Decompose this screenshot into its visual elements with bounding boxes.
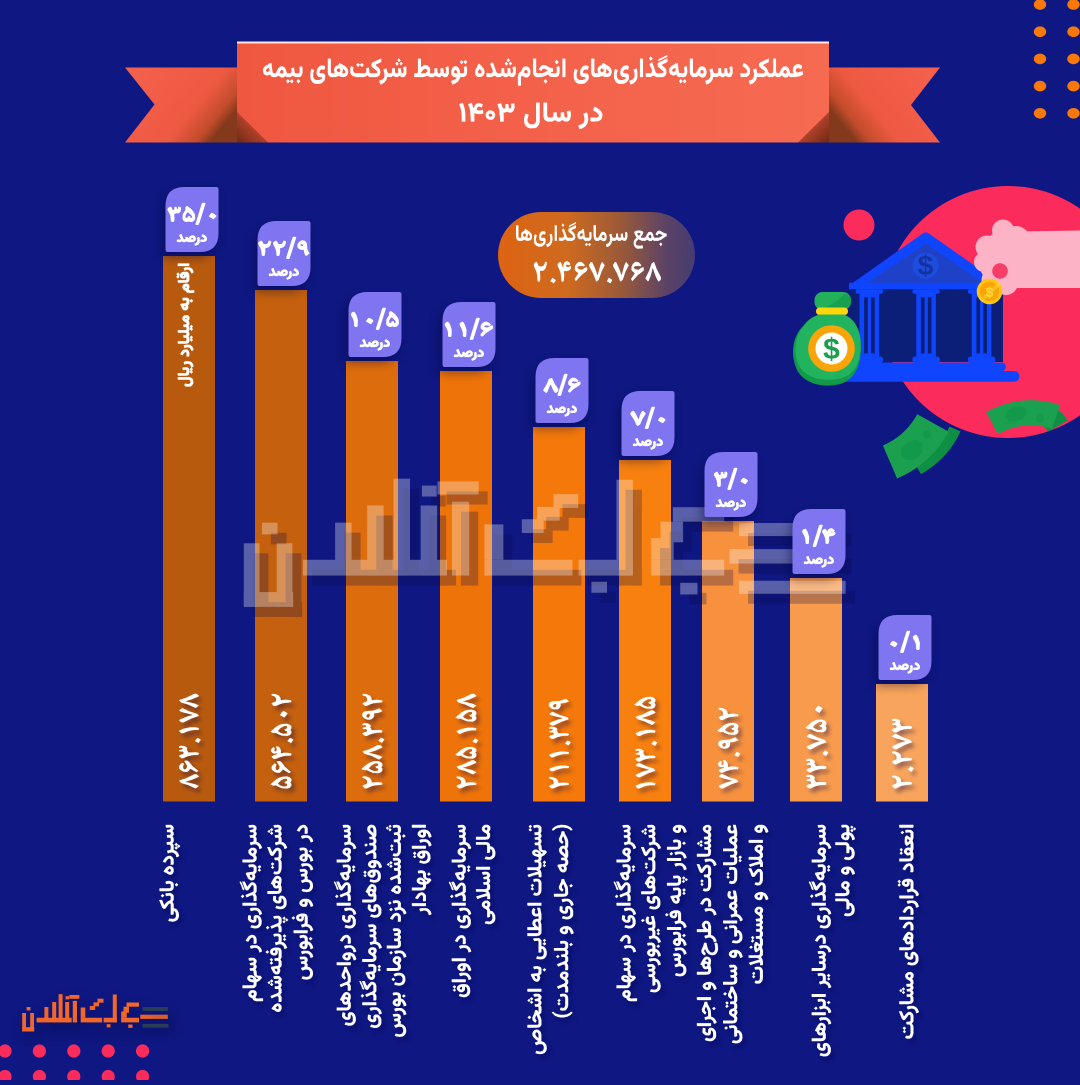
svg-text:$: $	[986, 285, 994, 300]
svg-text:$: $	[823, 333, 840, 366]
svg-text:$: $	[918, 250, 934, 281]
